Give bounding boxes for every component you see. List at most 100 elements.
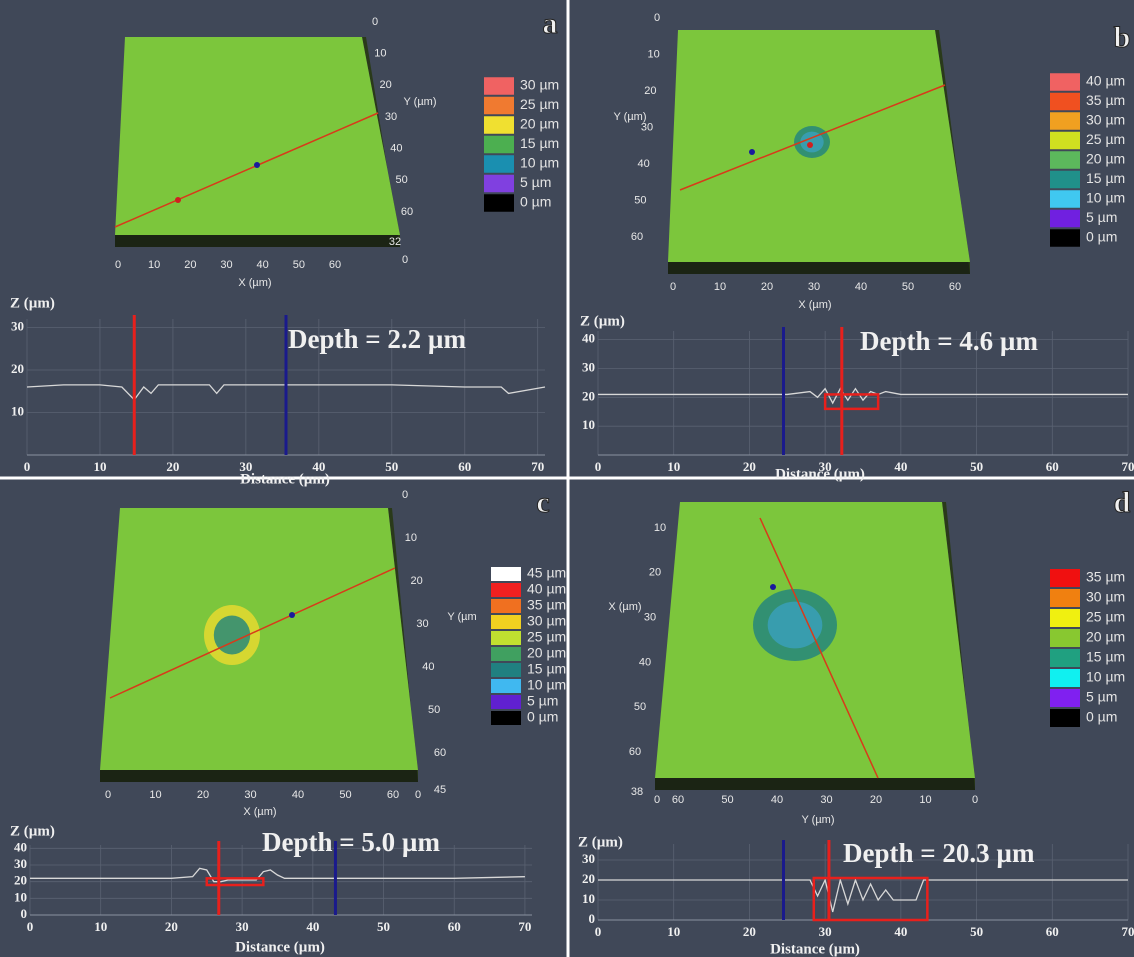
legend-swatch xyxy=(491,711,521,725)
bottom-tick-label: 10 xyxy=(714,281,726,293)
bottom-tick-label: 20 xyxy=(870,794,882,806)
legend-label: 20 µm xyxy=(520,116,559,132)
y-tick-label: 30 xyxy=(582,851,595,866)
x-tick-label: 10 xyxy=(667,924,680,939)
bottom-tick-label: 10 xyxy=(148,259,160,271)
legend-swatch xyxy=(484,97,514,115)
annotation: Depth = 2.2 µm xyxy=(288,324,466,354)
y-tick-label: 30 xyxy=(582,359,595,374)
x-tick-label: 0 xyxy=(24,459,31,474)
side-tick-label: 50 xyxy=(634,701,646,713)
y-axis-label: Z (µm) xyxy=(10,295,55,311)
legend-label: 20 µm xyxy=(527,645,566,661)
y-tick-label: 10 xyxy=(14,889,27,904)
x-tick-label: 70 xyxy=(531,459,544,474)
legend-swatch xyxy=(484,136,514,154)
side-tick-label: 50 xyxy=(428,704,440,716)
side-tick-label: 30 xyxy=(641,121,653,133)
y-tick-label: 10 xyxy=(582,417,595,432)
legend-swatch xyxy=(1050,73,1080,91)
legend-label: 35 µm xyxy=(1086,92,1125,108)
pit xyxy=(768,602,823,649)
side-tick-label: 30 xyxy=(644,612,656,624)
annotation: Depth = 20.3 µm xyxy=(843,838,1035,868)
legend-swatch xyxy=(484,194,514,212)
bottom-tick-label: 60 xyxy=(672,794,684,806)
side-tick-label: 30 xyxy=(416,618,428,630)
legend-swatch xyxy=(484,116,514,134)
legend-swatch xyxy=(491,647,521,661)
legend-label: 20 µm xyxy=(1086,629,1125,645)
legend-label: 10 µm xyxy=(527,677,566,693)
x-tick-label: 50 xyxy=(970,459,983,474)
legend-label: 30 µm xyxy=(520,77,559,93)
axis-label: Y (µm xyxy=(447,611,476,623)
legend-swatch xyxy=(1050,649,1080,667)
side-tick-label: 50 xyxy=(634,194,646,206)
legend-swatch xyxy=(1050,669,1080,687)
y-axis-label: Z (µm) xyxy=(580,313,625,329)
x-tick-label: 40 xyxy=(894,459,907,474)
legend-swatch xyxy=(1050,709,1080,727)
side-tick-label: 60 xyxy=(401,206,413,218)
side-tick-label: 10 xyxy=(374,48,386,60)
panel-label: c xyxy=(536,486,549,519)
bottom-tick-label: 50 xyxy=(339,789,351,801)
y-tick-label: 10 xyxy=(582,891,595,906)
legend-label: 5 µm xyxy=(1086,689,1117,705)
bottom-tick-label: 10 xyxy=(149,789,161,801)
side-tick-label: 10 xyxy=(654,522,666,534)
side-tick-label: 60 xyxy=(434,747,446,759)
legend-swatch xyxy=(1050,229,1080,247)
bottom-tick-label: 0 xyxy=(115,259,121,271)
annotation: Depth = 5.0 µm xyxy=(262,827,440,857)
side-tick-label: 20 xyxy=(649,567,661,579)
bottom-tick-label: 30 xyxy=(220,259,232,271)
legend-label: 15 µm xyxy=(520,135,559,151)
x-tick-label: 60 xyxy=(1046,459,1059,474)
x-tick-label: 40 xyxy=(894,924,907,939)
legend-swatch xyxy=(484,77,514,95)
bottom-tick-label: 20 xyxy=(197,789,209,801)
legend-label: 0 µm xyxy=(527,709,558,725)
legend-label: 30 µm xyxy=(1086,112,1125,128)
axis-label: X (µm) xyxy=(238,277,271,289)
legend-swatch xyxy=(484,155,514,173)
x-tick-label: 0 xyxy=(595,459,602,474)
legend-label: 25 µm xyxy=(1086,131,1125,147)
side-tick-label: 60 xyxy=(631,231,643,243)
y-tick-label: 30 xyxy=(14,856,27,871)
y-tick-label: 10 xyxy=(11,403,24,418)
y-tick-label: 20 xyxy=(14,873,27,888)
legend-label: 15 µm xyxy=(1086,170,1125,186)
legend-label: 25 µm xyxy=(1086,609,1125,625)
legend-swatch xyxy=(491,695,521,709)
legend-swatch xyxy=(1050,589,1080,607)
legend-label: 30 µm xyxy=(1086,589,1125,605)
bottom-tick-label: 50 xyxy=(721,794,733,806)
z-tick-label: 0 xyxy=(402,254,408,266)
legend-label: 0 µm xyxy=(520,194,551,210)
side-tick-label: 20 xyxy=(411,575,423,587)
x-tick-label: 30 xyxy=(236,919,249,934)
legend-swatch xyxy=(491,679,521,693)
legend-label: 35 µm xyxy=(1086,569,1125,585)
bottom-tick-label: 30 xyxy=(808,281,820,293)
axis-label: Y (µm) xyxy=(613,111,646,123)
y-tick-label: 20 xyxy=(11,361,24,376)
legend-label: 5 µm xyxy=(527,693,558,709)
legend-label: 15 µm xyxy=(1086,649,1125,665)
legend-swatch xyxy=(1050,190,1080,208)
legend-swatch xyxy=(484,175,514,193)
side-tick-label: 0 xyxy=(372,16,378,28)
bottom-tick-label: 0 xyxy=(105,789,111,801)
bottom-tick-label: 50 xyxy=(902,281,914,293)
legend-swatch xyxy=(1050,609,1080,627)
side-tick-label: 0 xyxy=(402,489,408,501)
bottom-tick-label: 40 xyxy=(855,281,867,293)
z-tick-label: 32 xyxy=(389,236,401,248)
bottom-tick-label: 40 xyxy=(292,789,304,801)
z-tick-label: 38 xyxy=(631,786,643,798)
side-tick-label: 0 xyxy=(654,12,660,24)
legend-label: 0 µm xyxy=(1086,229,1117,245)
